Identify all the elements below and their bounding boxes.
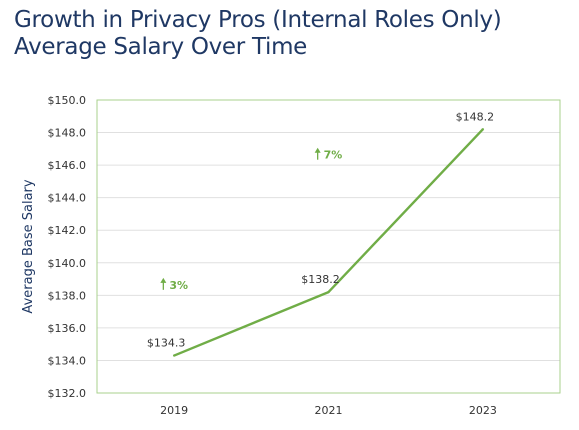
plot-area-border	[96, 99, 561, 394]
data-label: $148.2	[456, 110, 495, 123]
y-tick-label: $142.0	[48, 224, 87, 237]
y-axis-label: Average Base Salary	[21, 179, 36, 313]
x-tick-label: 2023	[469, 404, 497, 417]
y-tick-label: $136.0	[48, 322, 87, 335]
data-label: $134.3	[147, 337, 186, 350]
x-tick-label: 2021	[315, 404, 343, 417]
x-tick-label: 2019	[160, 404, 188, 417]
chart-title-line-2: Average Salary Over Time	[14, 34, 308, 60]
data-point	[481, 128, 485, 131]
data-label: $138.2	[301, 273, 340, 286]
y-tick-label: $146.0	[48, 159, 87, 172]
growth-label: 7%	[324, 149, 343, 162]
series-line	[173, 128, 484, 357]
chart-title-line-1: Growth in Privacy Pros (Internal Roles O…	[14, 7, 502, 33]
data-point	[172, 354, 176, 357]
growth-arrowhead-icon	[160, 277, 167, 283]
y-tick-label: $150.0	[48, 94, 87, 107]
data-point	[327, 290, 330, 294]
y-tick-label: $138.0	[48, 289, 87, 302]
y-tick-label: $132.0	[48, 387, 87, 400]
growth-label: 3%	[169, 279, 188, 292]
y-tick-label: $148.0	[48, 127, 87, 140]
y-tick-label: $144.0	[48, 192, 87, 205]
y-tick-label: $134.0	[48, 354, 87, 367]
growth-arrowhead-icon	[314, 147, 321, 153]
y-tick-label: $140.0	[48, 257, 87, 270]
